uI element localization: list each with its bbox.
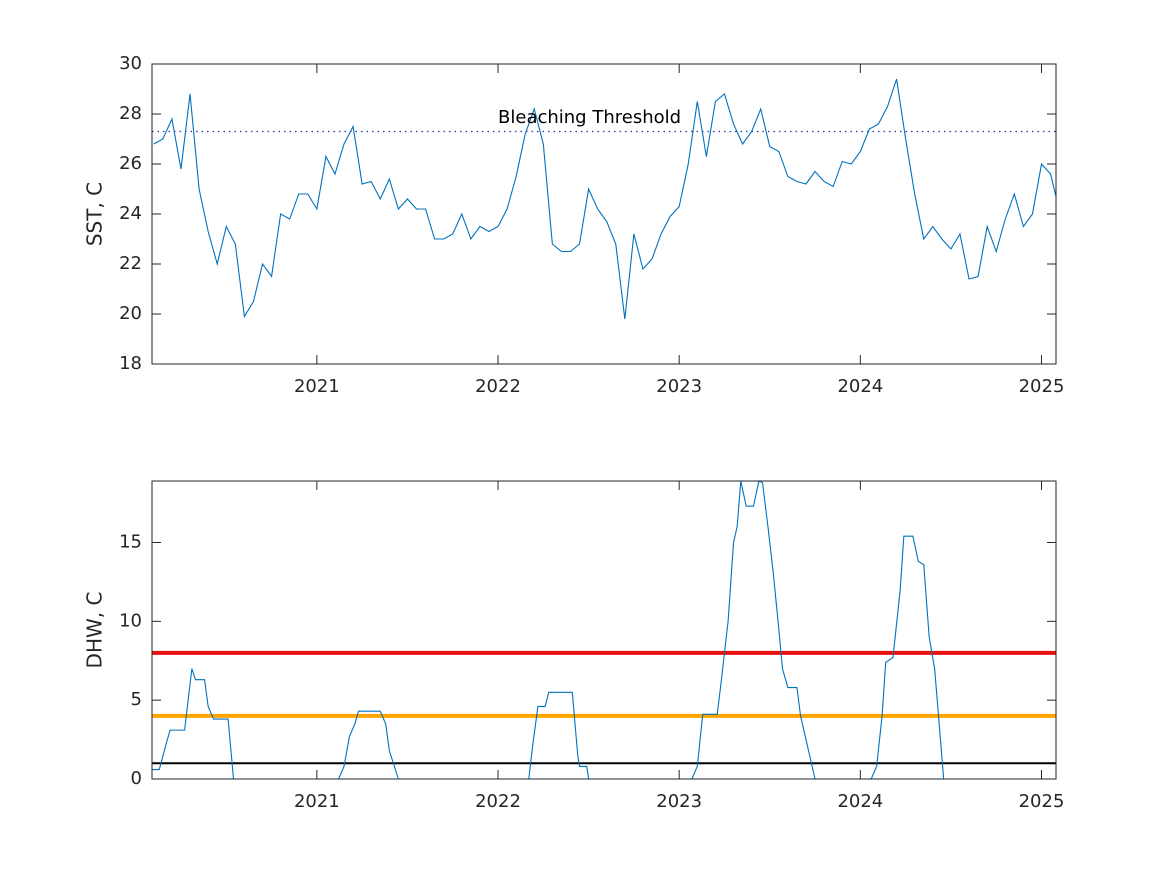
x-tick-label: 2023 bbox=[656, 376, 702, 397]
data-line bbox=[153, 78, 1057, 320]
y-tick-label: 20 bbox=[119, 303, 142, 324]
y-tick-label: 15 bbox=[119, 531, 142, 552]
y-tick-label: 18 bbox=[119, 353, 142, 374]
y-tick-label: 22 bbox=[119, 253, 142, 274]
x-tick-label: 2024 bbox=[837, 791, 883, 812]
y-axis-label: DHW, C bbox=[83, 592, 107, 669]
x-tick-label: 2022 bbox=[475, 376, 521, 397]
x-tick-label: 2025 bbox=[1019, 376, 1065, 397]
annotation: Bleaching Threshold bbox=[498, 107, 681, 128]
y-tick-label: 30 bbox=[119, 53, 142, 74]
axes-background bbox=[152, 64, 1056, 364]
y-axis-label: SST, C bbox=[83, 182, 107, 246]
y-tick-label: 24 bbox=[119, 203, 142, 224]
y-tick-label: 0 bbox=[131, 768, 142, 789]
axes-background bbox=[152, 481, 1056, 779]
y-tick-label: 5 bbox=[131, 689, 142, 710]
y-tick-label: 26 bbox=[119, 153, 142, 174]
x-tick-label: 2024 bbox=[837, 376, 883, 397]
x-tick-label: 2021 bbox=[294, 791, 340, 812]
x-tick-label: 2021 bbox=[294, 376, 340, 397]
x-tick-label: 2023 bbox=[656, 791, 702, 812]
axes-box bbox=[151, 480, 1057, 780]
y-tick-label: 10 bbox=[119, 610, 142, 631]
x-tick-label: 2022 bbox=[475, 791, 521, 812]
x-tick-label: 2025 bbox=[1019, 791, 1065, 812]
y-tick-label: 28 bbox=[119, 103, 142, 124]
